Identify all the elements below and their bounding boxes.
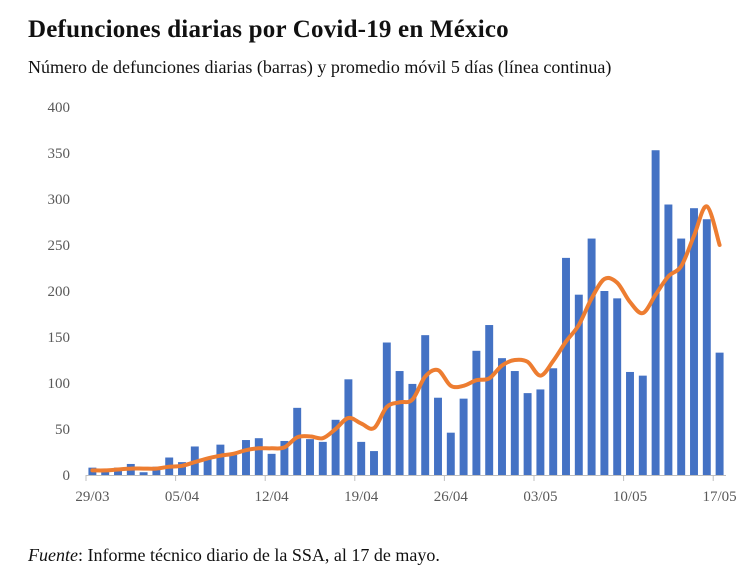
bar-11-04 bbox=[254, 438, 263, 475]
y-tick-label: 100 bbox=[48, 376, 71, 392]
y-tick-label: 400 bbox=[48, 100, 71, 116]
bar-05-04 bbox=[178, 462, 186, 475]
y-tick-label: 250 bbox=[48, 238, 71, 254]
bar-03-05 bbox=[536, 389, 545, 475]
x-axis-ticks: 29/03 05/04 12/04 19/04 26/04 03/05 10/05 17/05 bbox=[75, 475, 737, 505]
bar-29-04 bbox=[485, 325, 494, 475]
bar-14-05 bbox=[677, 238, 686, 475]
bar-15-04 bbox=[306, 439, 314, 475]
bar-04-05 bbox=[549, 368, 558, 475]
x-tick-label: 26/04 bbox=[434, 489, 469, 505]
bar-13-05 bbox=[664, 204, 673, 475]
bar-28-04 bbox=[472, 350, 481, 475]
y-tick-label: 300 bbox=[48, 192, 71, 208]
x-tick-label: 17/05 bbox=[703, 489, 737, 505]
x-tick-label: 10/05 bbox=[613, 489, 647, 505]
bar-16-05 bbox=[702, 219, 711, 475]
bar-25-04 bbox=[434, 397, 442, 475]
x-tick-label: 12/04 bbox=[255, 489, 290, 505]
bar-12-04 bbox=[267, 453, 276, 475]
y-tick-label: 50 bbox=[55, 422, 70, 438]
bar-18-04 bbox=[344, 379, 353, 475]
bar-06-05 bbox=[574, 294, 583, 475]
bar-16-04 bbox=[318, 441, 327, 475]
bar-08-04 bbox=[216, 444, 225, 475]
source-label: Fuente bbox=[28, 545, 78, 565]
source-note: Fuente: Informe técnico diario de la SSA… bbox=[28, 545, 440, 566]
bar-07-04 bbox=[203, 457, 212, 475]
bar-01-05 bbox=[510, 371, 519, 475]
bar-23-04 bbox=[408, 383, 417, 475]
bar-11-05 bbox=[638, 375, 647, 475]
bar-17-04 bbox=[331, 419, 340, 475]
y-tick-label: 0 bbox=[63, 468, 71, 484]
bar-26-04 bbox=[446, 432, 455, 475]
bar-19-04 bbox=[357, 441, 366, 475]
bar-13-04 bbox=[280, 440, 289, 475]
x-tick-label: 19/04 bbox=[344, 489, 379, 505]
bar-17-05 bbox=[715, 352, 724, 475]
x-tick-label: 03/05 bbox=[523, 489, 557, 505]
bar-24-04 bbox=[421, 335, 430, 475]
bar-10-05 bbox=[626, 371, 634, 475]
bar-20-04 bbox=[370, 451, 378, 475]
bar-27-04 bbox=[459, 398, 468, 475]
chart-subtitle: Número de defunciones diarias (barras) y… bbox=[28, 57, 612, 77]
bar-14-04 bbox=[293, 407, 302, 475]
y-tick-label: 150 bbox=[48, 330, 71, 346]
bar-09-05 bbox=[613, 298, 622, 475]
bar-07-05 bbox=[587, 238, 596, 475]
bar-10-04 bbox=[242, 440, 250, 475]
bar-03-04 bbox=[152, 466, 161, 475]
bar-30-04 bbox=[498, 358, 506, 475]
y-axis-ticks: 0 50 100 150 200 250 300 350 400 bbox=[48, 100, 71, 484]
bar-series bbox=[88, 150, 724, 476]
source-text: : Informe técnico diario de la SSA, al 1… bbox=[77, 545, 440, 565]
x-tick-label: 29/03 bbox=[75, 489, 109, 505]
bar-02-05 bbox=[523, 393, 532, 475]
bar-02-04 bbox=[139, 472, 148, 475]
y-tick-label: 200 bbox=[48, 284, 71, 300]
y-tick-label: 350 bbox=[48, 146, 71, 162]
bar-15-05 bbox=[690, 208, 698, 475]
chart-title: Defunciones diarias por Covid-19 en Méxi… bbox=[28, 16, 509, 43]
moving-average-line bbox=[90, 204, 722, 473]
bar-08-05 bbox=[600, 291, 609, 475]
bar-30-03 bbox=[101, 471, 110, 475]
bar-12-05 bbox=[651, 150, 660, 476]
bar-22-04 bbox=[395, 371, 404, 475]
bar-09-04 bbox=[229, 454, 238, 475]
bar-05-05 bbox=[562, 257, 570, 475]
x-tick-label: 05/04 bbox=[165, 489, 200, 505]
